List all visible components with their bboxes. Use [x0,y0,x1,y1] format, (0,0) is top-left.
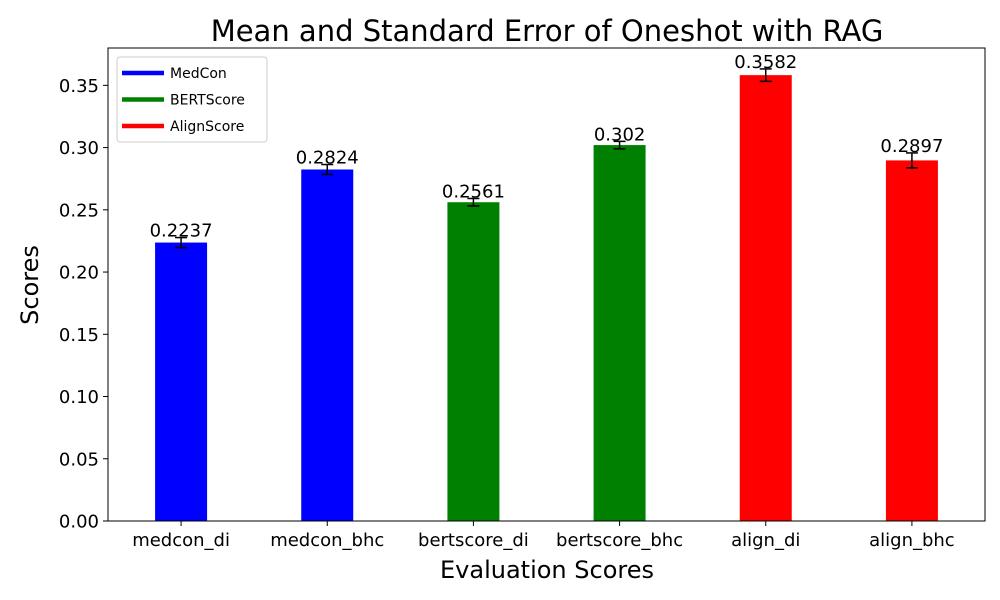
bar [447,202,500,521]
x-tick-label: bertscore_di [418,530,529,551]
x-tick-label: align_di [731,530,800,551]
x-tick-label: medcon_bhc [270,530,384,551]
x-axis: medcon_di medcon_bhc bertscore_di bertscore… [132,521,955,551]
y-tick-label: 0.10 [59,387,99,408]
y-tick-label: 0.15 [59,325,99,346]
bar [301,169,354,521]
bar-value-label: 0.2237 [150,221,213,242]
x-tick-label: medcon_di [132,530,230,551]
y-axis: 0.00 0.05 0.10 0.15 0.20 0.25 0.30 0.35 [59,76,108,533]
legend: MedCon BERTScore AlignScore [116,56,268,143]
bar-value-label: 0.2897 [880,136,943,157]
legend-entry: BERTScore [170,93,245,109]
y-tick-label: 0.35 [59,76,99,97]
legend-entry: AlignScore [170,119,244,135]
x-axis-label: Evaluation Scores [440,556,654,584]
bar [155,242,208,521]
legend-entry: MedCon [170,66,227,82]
plot-frame [107,47,986,522]
bar [885,160,938,522]
bar [593,145,646,521]
y-tick-label: 0.20 [59,263,99,284]
y-axis-label: Scores [16,245,44,325]
y-tick-label: 0.25 [59,200,99,221]
x-tick-label: bertscore_bhc [556,530,683,551]
bar-value-label: 0.2561 [442,181,505,202]
plot-area: 0.2237 0.2824 0.2561 0.302 0.3582 0.2897 [150,52,943,522]
bar-value-label: 0.302 [594,124,646,145]
y-tick-label: 0.00 [59,512,99,533]
y-tick-label: 0.05 [59,449,99,470]
y-tick-label: 0.30 [59,138,99,159]
bar-value-label: 0.2824 [296,148,359,169]
bar-value-label: 0.3582 [734,52,797,73]
bar [739,75,792,522]
chart-title: Mean and Standard Error of Oneshot with … [211,14,884,48]
legend-box [116,56,268,143]
x-tick-label: align_bhc [869,530,955,551]
